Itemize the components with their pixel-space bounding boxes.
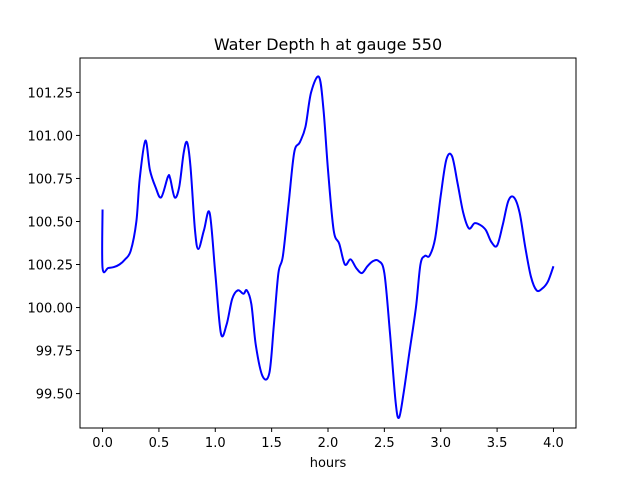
y-tick-label: 101.00 [28, 129, 74, 144]
y-tick-label: 100.25 [28, 259, 74, 274]
y-tick-label: 99.75 [36, 345, 73, 360]
x-tick-label: 2.5 [374, 436, 395, 451]
plot-frame [79, 57, 577, 429]
y-tick-label: 101.25 [28, 86, 74, 101]
x-axis-label: hours [310, 456, 347, 471]
chart-title: Water Depth h at gauge 550 [214, 35, 442, 54]
axis-ticks: 0.0 0.5 1.0 1.5 2.0 2.5 3.0 3.5 4.0 99.50 99.75 100… [28, 86, 564, 451]
x-tick-label: 1.5 [261, 436, 282, 451]
series-line [101, 75, 555, 419]
x-tick-label: 4.0 [543, 436, 564, 451]
plot-area [101, 75, 555, 419]
x-tick-label: 0.5 [149, 436, 170, 451]
x-tick-label: 0.0 [92, 436, 113, 451]
y-tick-label: 100.50 [28, 215, 74, 230]
y-tick-label: 100.00 [28, 302, 74, 317]
x-tick-label: 3.0 [430, 436, 451, 451]
x-tick-label: 1.0 [205, 436, 226, 451]
x-tick-label: 3.5 [487, 436, 508, 451]
x-tick-label: 2.0 [318, 436, 339, 451]
y-tick-label: 100.75 [28, 172, 74, 187]
y-tick-label: 99.50 [36, 388, 73, 403]
